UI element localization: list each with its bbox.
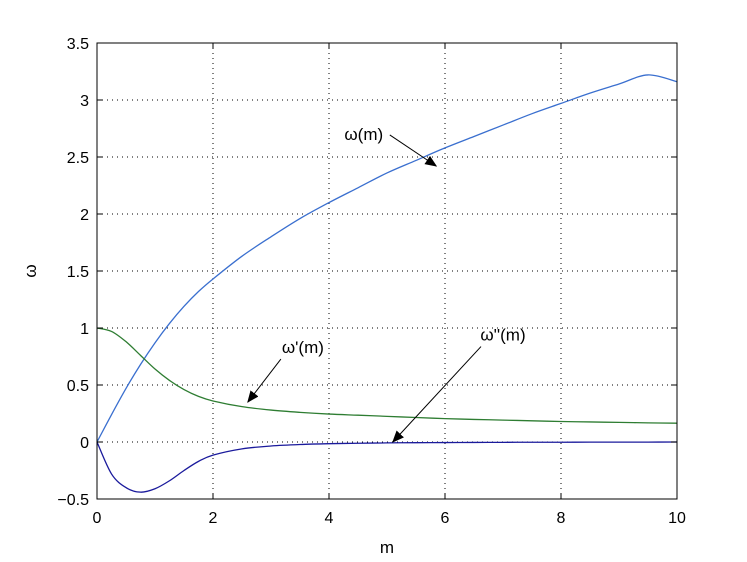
y-tick-label: −0.5 [57,492,89,509]
x-tick-label: 2 [209,510,218,527]
y-tick-label: 1 [80,321,89,338]
y-tick-label: 1.5 [67,264,89,281]
y-axis-label: ω [21,264,40,277]
ticks: 0 2 4 6 8 10−0.500.511.522.533.5 [57,36,686,527]
series-line-2 [96,327,678,424]
grid [97,43,677,499]
annotation-arrow-3 [392,346,482,443]
series-line-3 [96,441,678,493]
y-tick-label: 3.5 [67,36,89,53]
y-tick-label: 0.5 [67,378,89,395]
y-tick-label: 2.5 [67,150,89,167]
annotation-arrow-1 [389,134,438,167]
y-tick-label: 2 [80,207,89,224]
x-tick-label: 4 [325,510,334,527]
y-tick-label: 3 [80,93,89,110]
x-tick-label: 8 [557,510,566,527]
annotation-label-2: ω'(m) [282,338,324,357]
annotation-label-3: ω''(m) [480,326,525,345]
x-tick-label: 0 [93,510,102,527]
x-axis-label: m [380,538,394,557]
annotation-arrow-2 [247,358,282,403]
series-layer [96,74,678,493]
y-tick-label: 0 [80,435,89,452]
annotation-label-1: ω(m) [344,125,383,144]
x-tick-label: 6 [441,510,450,527]
annotations: ω(m) ω'(m) ω''(m) [247,125,526,443]
x-tick-label: 10 [668,510,686,527]
series-line-1 [96,74,678,443]
